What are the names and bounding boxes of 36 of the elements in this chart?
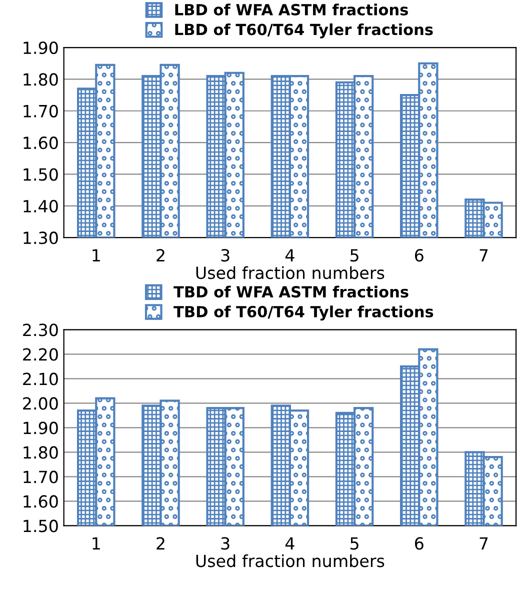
x-tick-label: 7	[480, 249, 488, 262]
y-tick-label: 2.30	[23, 324, 58, 336]
x-tick-label: 1	[92, 249, 100, 262]
x-tick-label: 1	[92, 537, 100, 550]
x-tick-label: 4	[285, 249, 294, 262]
y-tick-label: 1.50	[24, 168, 58, 181]
y-tick-label: 1.80	[24, 73, 58, 86]
x-axis-title: Used fraction numbers	[196, 554, 384, 568]
y-tick-label: 1.80	[24, 446, 58, 459]
x-tick-label: 3	[221, 537, 230, 550]
y-tick-label: 1.90	[24, 41, 58, 54]
legend-label: LBD of WFA ASTM fractions	[175, 4, 408, 16]
x-tick-label: 5	[350, 249, 358, 262]
y-tick-label: 2.20	[23, 348, 58, 361]
x-tick-label: 4	[285, 537, 294, 550]
y-tick-label: 1.60	[24, 136, 58, 150]
y-tick-label: 1.50	[24, 520, 58, 532]
legend-label: TBD of WFA ASTM fractions	[174, 286, 408, 298]
y-tick-label: 1.60	[24, 495, 58, 508]
x-tick-label: 2	[156, 537, 164, 550]
x-tick-label: 2	[156, 249, 164, 262]
x-tick-label: 3	[221, 249, 230, 262]
y-tick-label: 1.70	[24, 470, 58, 484]
x-tick-label: 7	[480, 537, 488, 550]
y-tick-label: 1.90	[24, 422, 58, 434]
x-tick-label: 5	[350, 537, 358, 550]
legend-label: TBD of T60/T64 Tyler fractions	[174, 306, 434, 321]
y-tick-label: 1.30	[24, 232, 58, 244]
y-tick-label: 1.40	[24, 200, 58, 212]
x-tick-label: 6	[415, 537, 424, 550]
x-axis-title: Used fraction numbers	[196, 266, 384, 280]
y-tick-label: 2.10	[23, 372, 58, 386]
x-tick-label: 6	[415, 249, 424, 262]
legend-label: LBD of T60/T64 Tyler fractions	[175, 23, 433, 38]
y-tick-label: 2.00	[23, 397, 58, 410]
y-tick-label: 1.70	[24, 104, 58, 118]
